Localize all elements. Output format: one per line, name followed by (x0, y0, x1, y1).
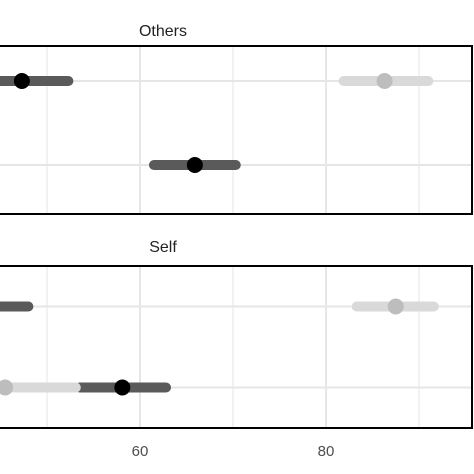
panel (0, 266, 472, 428)
panel (0, 46, 472, 214)
point (376, 73, 393, 89)
panel-border (0, 45, 473, 215)
x-tick-label: 80 (318, 443, 335, 460)
point (0, 379, 14, 396)
facet-title: Self (149, 239, 177, 256)
point (186, 157, 203, 173)
point (114, 379, 131, 396)
point (13, 73, 30, 89)
point (387, 298, 404, 315)
panel-border (0, 265, 473, 429)
facet-title: Others (139, 23, 187, 40)
x-tick-label: 60 (132, 443, 149, 460)
